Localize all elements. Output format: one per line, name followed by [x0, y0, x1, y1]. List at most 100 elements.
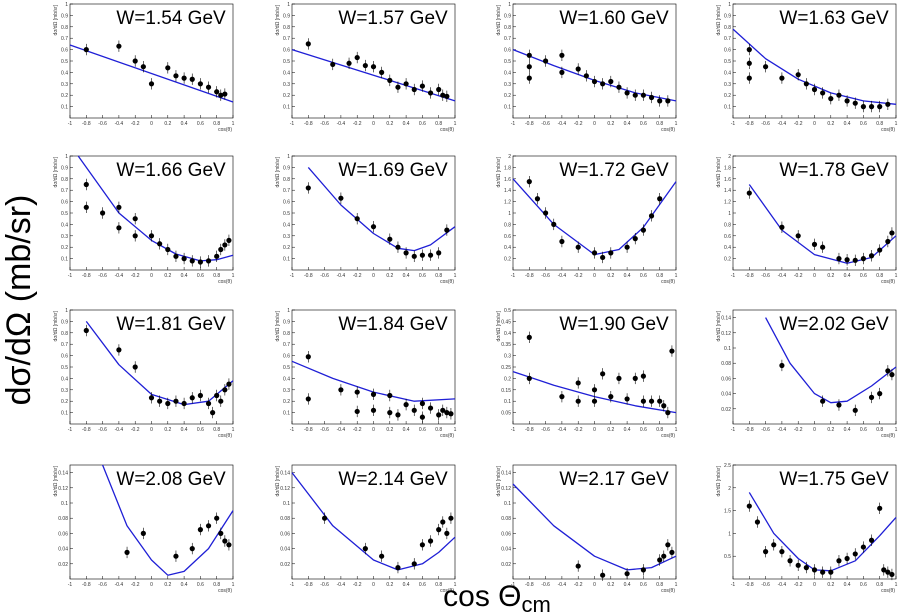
data-point	[83, 181, 89, 188]
x-tick-label: -0.4	[778, 273, 787, 279]
data-point	[132, 233, 138, 239]
data-point	[157, 241, 163, 247]
y-tick-label: 0.3	[283, 82, 290, 88]
data-point	[811, 241, 818, 247]
data-point	[640, 227, 647, 233]
data-point	[411, 407, 417, 413]
y-tick-label: 0.4	[283, 222, 290, 228]
y-tick-label: 0.2	[504, 376, 511, 382]
y-tick-label: 0.7	[283, 188, 290, 194]
x-tick-label: 1	[895, 427, 898, 433]
x-tick-label: -0.4	[337, 273, 346, 279]
panel-3: -1 -0.8 -0.6 -0.4 -0.2 0 0.2 0.4 0.6 0.8 1 0.1 0.2 0.…	[496, 2, 678, 133]
data-point	[440, 92, 446, 98]
data-point	[427, 90, 434, 96]
panel-4: -1 -0.8 -0.6 -0.4 -0.2 0 0.2 0.4 0.6 0.8 1 0.1 0.2 0.…	[716, 2, 898, 133]
x-axis-label-sub: cm	[522, 592, 551, 613]
data-point	[214, 253, 220, 259]
data-point	[889, 372, 895, 378]
data-point	[526, 179, 532, 185]
y-tick-label: 0.04	[721, 392, 731, 398]
x-tick-label: -0.2	[131, 121, 140, 127]
x-tick-label: 1	[454, 121, 457, 127]
x-tick-label: -1	[731, 582, 736, 588]
y-tick-label: 1	[287, 2, 290, 8]
x-tick-label: 0.2	[164, 121, 171, 127]
y-tick-label: 0.04	[280, 547, 290, 553]
x-tick-label: -1	[68, 121, 73, 127]
panel-8: -1 -0.8 -0.6 -0.4 -0.2 0 0.2 0.4 0.6 0.8 1 0.2 0.4 0.…	[716, 154, 898, 285]
data-point	[648, 94, 655, 101]
x-tick-label: -0.4	[337, 582, 346, 588]
y-tick-label: 0.2	[283, 93, 290, 99]
y-tick-label: 0.7	[61, 188, 68, 194]
panel-16: -1 -0.8 -0.6 -0.4 -0.2 0 0.2 0.4 0.6 0.8 1 0.5 1 1.5 2…	[716, 463, 898, 594]
data-point	[803, 565, 809, 571]
y-tick-label: 2	[728, 154, 731, 160]
x-tick-label: -0.4	[115, 273, 124, 279]
data-point	[305, 185, 311, 191]
y-tick-label: 0.4	[504, 245, 511, 251]
x-tick-label: 0.8	[876, 121, 883, 127]
y-tick-label: 0.1	[283, 105, 290, 111]
x-tick-label: 0.8	[656, 427, 663, 433]
data-point	[885, 569, 891, 575]
x-tick-label: -0.6	[541, 273, 550, 279]
y-axis-title: dσ/dΩ [mb/sr]	[496, 310, 502, 341]
x-tick-label: -0.4	[778, 427, 787, 433]
x-tick-label: 1	[232, 273, 235, 279]
x-tick-label: 0.2	[386, 427, 393, 433]
data-point	[661, 403, 667, 409]
x-axis-title: cos(θ)	[881, 588, 895, 594]
x-tick-label: -0.2	[794, 121, 803, 127]
data-point	[852, 100, 858, 106]
data-point	[346, 60, 352, 66]
y-tick-label: 0.6	[504, 48, 511, 54]
data-point	[591, 250, 598, 256]
x-tick-label: 0.8	[213, 273, 220, 279]
data-point	[148, 233, 155, 239]
x-tick-label: -0.4	[337, 121, 346, 127]
x-tick-label: 0.8	[656, 273, 663, 279]
data-point	[657, 196, 663, 202]
x-tick-label: -0.6	[98, 582, 107, 588]
x-tick-label: -1	[731, 121, 736, 127]
data-point	[157, 398, 163, 404]
data-point	[83, 47, 89, 53]
data-point	[583, 73, 589, 79]
x-tick-label: -0.2	[353, 427, 362, 433]
data-point	[165, 246, 171, 253]
data-point	[419, 414, 425, 420]
fit-curve	[291, 48, 456, 102]
y-tick-label: 1.5	[724, 509, 731, 515]
x-tick-label: -0.4	[115, 427, 124, 433]
x-tick-label: 0	[372, 582, 375, 588]
x-tick-label: -1	[290, 121, 295, 127]
x-tick-label: 0.8	[435, 582, 442, 588]
x-axis-title: cos(θ)	[661, 433, 675, 439]
x-axis-title: cos(θ)	[661, 127, 675, 133]
x-tick-label: -0.8	[525, 427, 534, 433]
data-point	[624, 90, 630, 96]
y-tick-label: 0.3	[61, 234, 68, 240]
x-tick-label: -0.2	[574, 582, 583, 588]
y-tick-label: 0.8	[283, 25, 290, 31]
data-point	[754, 519, 761, 525]
x-tick-label: 1	[232, 427, 235, 433]
data-point	[657, 557, 663, 563]
x-tick-label: 0	[150, 273, 153, 279]
panel-11: -1 -0.8 -0.6 -0.4 -0.2 0 0.2 0.4 0.6 0.8 1 0.05 0.1 0…	[496, 308, 678, 439]
x-tick-label: 1	[454, 582, 457, 588]
data-point	[820, 398, 826, 404]
y-tick-label: 0.9	[283, 13, 290, 19]
data-point	[189, 76, 195, 82]
x-tick-label: 0.6	[197, 273, 204, 279]
y-tick-label: 0.8	[61, 177, 68, 183]
data-point	[763, 64, 769, 70]
energy-label: W=1.63 GeV	[779, 8, 889, 29]
data-point	[828, 569, 834, 575]
x-axis-title: cos(θ)	[218, 279, 232, 285]
data-point	[189, 395, 195, 401]
energy-label: W=1.57 GeV	[338, 8, 448, 29]
